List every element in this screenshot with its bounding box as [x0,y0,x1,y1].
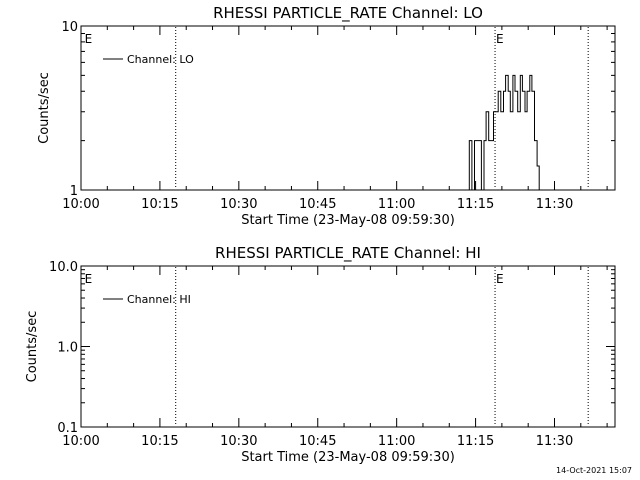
plot-1-y-tick-label: 10 [61,20,78,35]
plot-1-frame [80,25,616,191]
plot-1-x-tick-label: 10:15 [141,197,178,212]
plot-1-title: RHESSI PARTICLE_RATE Channel: LO [213,4,483,23]
plot-1-x-tick-label: 10:45 [299,197,336,212]
plot-2-x-tick-label: 11:15 [457,434,494,449]
plot-2-x-axis-label: Start Time (23-May-08 09:59:30) [241,450,455,465]
plot-2-x-tick-label: 10:15 [141,434,178,449]
plot-1-y-axis-label: Counts/sec [37,72,52,144]
plot-2-frame [80,265,616,428]
plot-2-legend-label: Channel: HI [127,293,191,306]
plot-1-x-axis-label: Start Time (23-May-08 09:59:30) [241,213,455,228]
plot-1-y-tick-label: 1 [70,184,78,199]
plot-1-x-tick-label: 11:15 [457,197,494,212]
plot-2-x-tick-label: 11:30 [536,434,573,449]
footer-timestamp: 14-Oct-2021 15:07 [556,466,632,475]
plot-1-series-line [468,74,542,191]
plot-2-x-tick-label: 10:45 [299,434,336,449]
plot-1-x-tick-label: 11:00 [378,197,415,212]
plot-2-y-axis-label: Counts/sec [25,311,40,383]
plot-2-y-tick-label: 1.0 [57,341,78,356]
plot-1-x-tick-label: 10:30 [220,197,257,212]
plot-2-x-tick-label: 11:00 [378,434,415,449]
plot-2-x-tick-label: 10:00 [62,434,99,449]
plot-1-marker-label: E [85,32,93,46]
plot-1-marker-label: E [496,32,504,46]
plot-2-y-tick-label: 0.1 [57,421,78,436]
plot-2-x-tick-label: 10:30 [220,434,257,449]
plot-2-marker-label: E [496,272,504,286]
plot-2-marker-label: E [85,272,93,286]
plot-1-legend-label: Channel: LO [127,53,194,66]
plot-1-x-tick-label: 10:00 [62,197,99,212]
plot-2-y-tick-label: 10.0 [49,260,78,275]
plot-2-title: RHESSI PARTICLE_RATE Channel: HI [215,244,481,263]
plot-1-x-tick-label: 11:30 [536,197,573,212]
